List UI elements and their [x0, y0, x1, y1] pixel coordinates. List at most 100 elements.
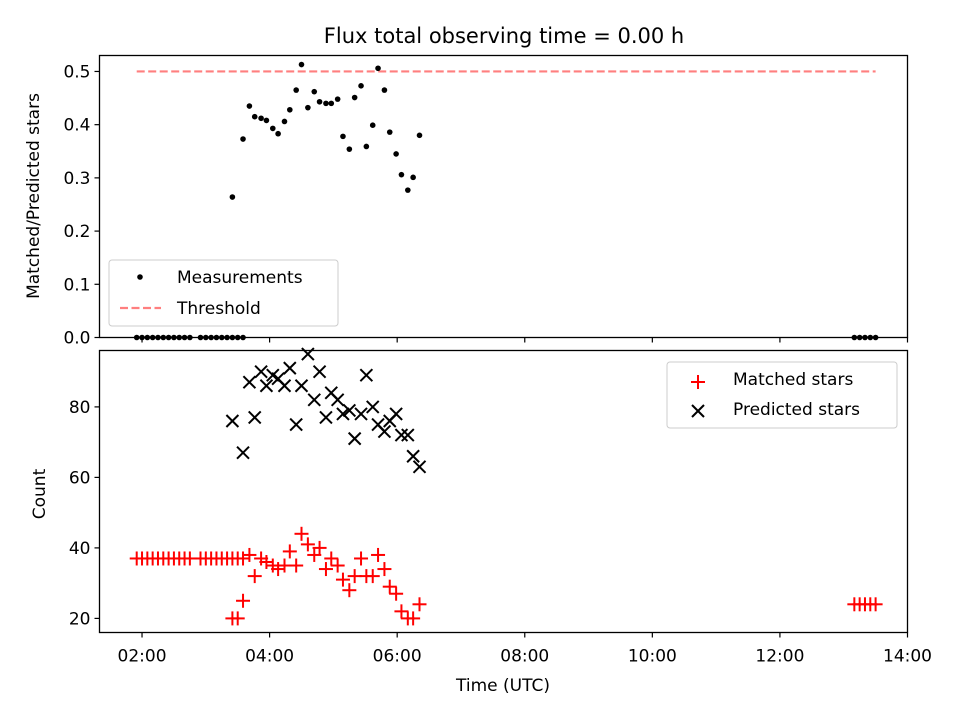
predicted-x-b	[254, 364, 268, 379]
matched-star-marker	[294, 526, 309, 541]
x-tick-label: 06:00	[373, 647, 422, 667]
predicted-x-b	[225, 414, 240, 428]
predicted-x-b	[307, 393, 321, 407]
matched-star-marker	[247, 569, 262, 584]
x-tick-label: 12:00	[755, 647, 804, 667]
predicted-star-marker	[307, 393, 321, 407]
measurement-point	[281, 118, 288, 125]
predicted-x-b	[406, 449, 420, 463]
matched-star-marker	[377, 562, 392, 577]
predicted-star-marker	[277, 379, 292, 393]
matched-star-marker	[300, 537, 315, 552]
matched-star-marker	[365, 569, 380, 584]
x-tick-label: 02:00	[118, 647, 167, 667]
predicted-x-b	[359, 368, 374, 382]
predicted-star-marker	[347, 431, 362, 446]
predicted-star-marker	[259, 379, 274, 393]
matched-star-marker	[277, 558, 292, 573]
predicted-x-b	[242, 375, 257, 389]
predicted-x-b	[248, 410, 262, 425]
predicted-x-b	[271, 371, 285, 386]
predicted-x-b	[347, 431, 362, 446]
matched-star-marker	[230, 611, 245, 626]
y-tick-label: 0.5	[63, 62, 90, 82]
bottom-marks	[129, 347, 883, 626]
matched-star-marker	[312, 540, 327, 555]
matched-star-marker	[259, 555, 274, 569]
legend-matched-label: Matched stars	[733, 370, 853, 390]
top-legend-box	[108, 259, 339, 327]
legend-measurements-label: Measurements	[177, 268, 303, 288]
x-tick-label: 10:00	[628, 647, 677, 667]
predicted-star-marker	[406, 449, 420, 463]
matched-star-marker	[412, 597, 427, 612]
bottom-y-axis-label: Count	[30, 468, 50, 519]
predicted-x-b	[289, 417, 303, 432]
y-tick-label: 0.4	[63, 116, 90, 136]
measurement-point	[246, 103, 253, 109]
predicted-x-b	[266, 368, 280, 382]
predicted-x-b	[377, 424, 392, 439]
matched-star-marker	[271, 562, 286, 577]
measurement-point	[229, 194, 236, 200]
predicted-star-marker	[301, 347, 315, 361]
predicted-x-b	[389, 407, 403, 421]
predicted-x-b	[294, 379, 309, 393]
legend-predicted-label: Predicted stars	[733, 400, 860, 420]
predicted-star-marker	[377, 424, 392, 439]
predicted-x-b	[312, 364, 327, 379]
matched-star-marker	[289, 558, 304, 573]
matched-star-marker	[347, 569, 362, 584]
predicted-star-marker	[389, 407, 403, 421]
measurement-point	[393, 151, 399, 157]
matched-star-marker	[324, 551, 339, 566]
legend-matched-marker	[691, 375, 705, 389]
predicted-x-b	[336, 407, 350, 421]
measurement-point	[346, 146, 353, 152]
bottom-legend-box	[666, 361, 898, 429]
measurement-point	[410, 174, 416, 181]
predicted-x-b	[324, 386, 338, 400]
measurement-point	[381, 87, 388, 93]
predicted-x-b	[283, 361, 297, 375]
matched-star-marker	[330, 558, 345, 573]
x-tick-label: 08:00	[500, 647, 549, 667]
legend-measurements-marker	[137, 274, 143, 280]
y-tick-label: 60	[69, 468, 91, 488]
predicted-x-b	[371, 417, 385, 432]
measurement-point	[287, 106, 293, 113]
predicted-star-marker	[412, 460, 427, 474]
matched-star-marker	[394, 604, 409, 619]
measurement-point	[263, 117, 270, 124]
predicted-star-marker	[289, 417, 303, 432]
matched-star-marker	[236, 593, 251, 608]
predicted-star-marker	[254, 364, 268, 379]
bottom-panel: 20 40 60 80 02:00 04:00 06:00 08:00 10:00 12:00 1…	[30, 347, 932, 696]
measurement-point	[269, 125, 276, 132]
measurement-point	[405, 187, 411, 193]
measurement-point	[311, 88, 318, 95]
matched-star-marker	[307, 547, 322, 562]
y-tick-label: 40	[69, 539, 91, 559]
predicted-star-marker	[312, 364, 327, 379]
matched-star-marker	[354, 551, 369, 566]
bottom-x-ticks: 02:00 04:00 06:00 08:00 10:00 12:00 14:00	[118, 632, 932, 667]
measurement-point	[251, 113, 258, 120]
x-tick-label: 04:00	[245, 647, 294, 667]
y-tick-label: 80	[69, 398, 91, 418]
measurement-point	[258, 115, 264, 122]
predicted-star-marker	[330, 393, 345, 407]
predicted-x-b	[259, 379, 274, 393]
predicted-x-b	[330, 393, 345, 407]
measurement-point	[340, 133, 346, 140]
predicted-star-marker	[236, 446, 250, 460]
measurement-point	[416, 132, 423, 139]
predicted-star-marker	[342, 403, 357, 418]
predicted-star-marker	[294, 379, 309, 393]
predicted-star-marker	[242, 375, 257, 389]
predicted-star-marker	[401, 428, 415, 442]
measurement-point	[328, 100, 335, 107]
matched-star-marker	[382, 579, 397, 594]
predicted-x-b	[342, 403, 357, 418]
predicted-star-marker	[354, 407, 368, 421]
